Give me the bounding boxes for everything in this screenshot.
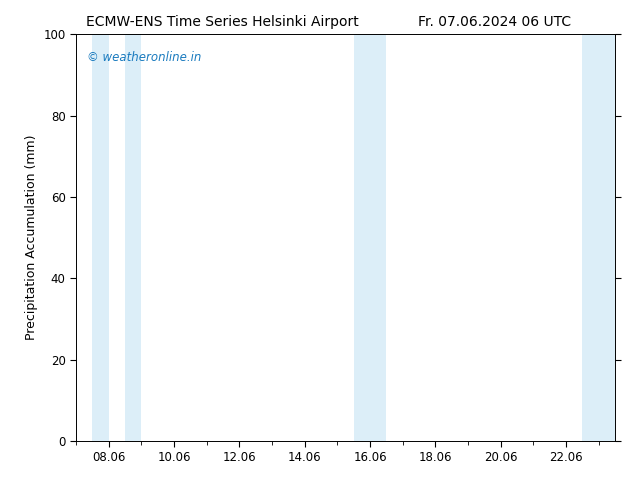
Y-axis label: Precipitation Accumulation (mm): Precipitation Accumulation (mm) <box>25 135 38 341</box>
Text: Fr. 07.06.2024 06 UTC: Fr. 07.06.2024 06 UTC <box>418 15 571 29</box>
Text: © weatheronline.in: © weatheronline.in <box>87 50 201 64</box>
Bar <box>582 34 598 441</box>
Text: ECMW-ENS Time Series Helsinki Airport: ECMW-ENS Time Series Helsinki Airport <box>86 15 358 29</box>
Bar <box>370 34 386 441</box>
Bar <box>354 34 370 441</box>
Bar <box>93 34 109 441</box>
Bar <box>598 34 615 441</box>
Bar <box>125 34 141 441</box>
